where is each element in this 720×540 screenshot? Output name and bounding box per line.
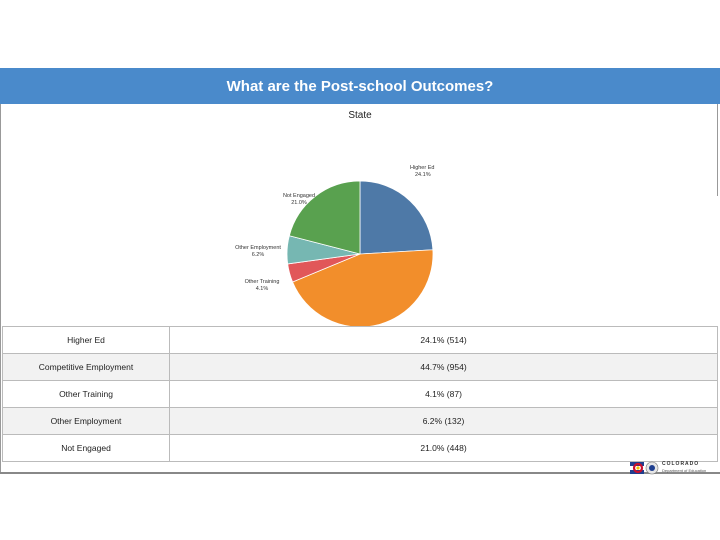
slice-label-not-engaged: Not Engaged	[283, 193, 315, 199]
outcomes-table: Higher Ed 24.1% (514) Competitive Employme…	[2, 326, 718, 462]
pie-slice-not-engaged	[288, 180, 361, 255]
row-value: 21.0% (448)	[169, 434, 718, 462]
slice-pct-other-employment: 6.2%	[252, 252, 265, 258]
row-value: 4.1% (87)	[169, 380, 718, 408]
row-label: Not Engaged	[2, 434, 170, 462]
table-row: Other Training 4.1% (87)	[2, 380, 718, 408]
slice-label-other-employment: Other Employment	[235, 245, 281, 251]
row-value: 24.1% (514)	[169, 326, 718, 354]
logo-text-main: COLORADO	[662, 461, 700, 467]
slice-pct-other-training: 4.1%	[256, 286, 269, 292]
slice-pct-higher-ed: 24.1%	[415, 172, 431, 178]
table-row: Other Employment 6.2% (132)	[2, 407, 718, 435]
slide: What are the Post-school Outcomes? State…	[0, 68, 720, 474]
page-title: What are the Post-school Outcomes?	[226, 77, 494, 95]
chart-title: State	[348, 110, 372, 121]
row-label: Competitive Employment	[2, 353, 170, 381]
slice-pct-not-engaged: 21.0%	[291, 200, 307, 206]
table-row: Not Engaged 21.0% (448)	[2, 434, 718, 462]
left-border	[0, 104, 1, 472]
row-label: Other Training	[2, 380, 170, 408]
row-value: 6.2% (132)	[169, 407, 718, 435]
pie-slice-competitive-employment	[292, 249, 434, 326]
row-label: Higher Ed	[2, 326, 170, 354]
logo-text-sub: Department of Education	[662, 468, 707, 473]
table-row: Higher Ed 24.1% (514)	[2, 326, 718, 354]
right-border	[717, 104, 718, 196]
pie-slice-higher-ed	[359, 180, 434, 255]
header-bar: What are the Post-school Outcomes?	[0, 68, 720, 104]
colorado-logo: COLORADO Department of Education	[630, 460, 710, 476]
row-value: 44.7% (954)	[169, 353, 718, 381]
slice-label-other-training: Other Training	[245, 279, 280, 285]
slice-label-higher-ed: Higher Ed	[410, 165, 434, 171]
colorado-flag-icon	[630, 461, 659, 475]
table-row: Competitive Employment 44.7% (954)	[2, 353, 718, 381]
row-label: Other Employment	[2, 407, 170, 435]
